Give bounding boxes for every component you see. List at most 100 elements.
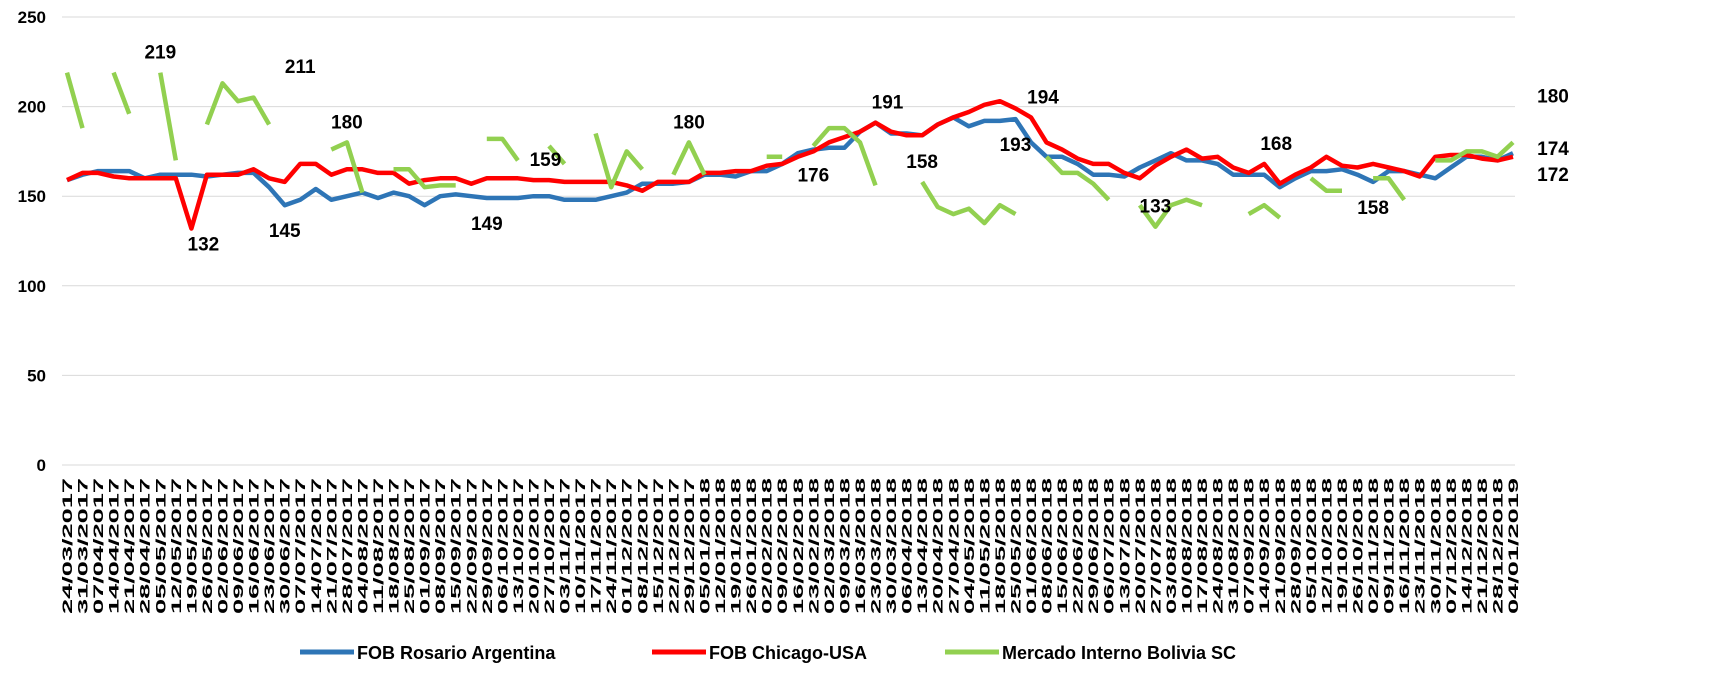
x-tick-label: 31/08/2018	[1225, 478, 1241, 614]
x-tick-label: 16/11/2018	[1396, 478, 1412, 614]
legend-label: FOB Chicago-USA	[709, 643, 867, 663]
x-tick-label: 30/11/2018	[1427, 478, 1443, 614]
x-tick-label: 26/01/2018	[743, 478, 759, 614]
x-tick-label: 13/04/2018	[914, 478, 930, 614]
x-tick-label: 23/02/2018	[805, 478, 821, 614]
x-tick-label: 06/04/2018	[899, 478, 915, 614]
x-tick-label: 04/05/2018	[961, 478, 977, 614]
x-tick-label: 23/03/2018	[868, 478, 884, 614]
x-tick-label: 26/10/2018	[1350, 478, 1366, 614]
x-tick-label: 05/01/2018	[696, 478, 712, 614]
y-tick-label: 100	[18, 277, 46, 296]
x-tick-label: 08/12/2017	[634, 478, 650, 614]
y-tick-label: 150	[18, 187, 46, 206]
x-tick-label: 28/09/2018	[1287, 478, 1303, 614]
x-tick-label: 13/07/2018	[1116, 478, 1132, 614]
x-tick-label: 15/09/2017	[448, 478, 464, 614]
x-tick-label: 19/05/2017	[183, 478, 199, 614]
x-tick-label: 14/04/2017	[106, 478, 122, 614]
data-label: 172	[1537, 165, 1569, 186]
data-label: 191	[872, 93, 904, 114]
data-label: 132	[188, 234, 220, 255]
x-tick-label: 31/03/2017	[75, 478, 91, 614]
data-label: 176	[797, 166, 829, 187]
x-tick-label: 07/07/2017	[292, 478, 308, 614]
x-tick-label: 16/02/2018	[790, 478, 806, 614]
x-tick-label: 20/10/2017	[525, 478, 541, 614]
x-tick-label: 11/05/2018	[976, 478, 992, 614]
data-label: 180	[331, 112, 363, 133]
x-tick-label: 12/01/2018	[712, 478, 728, 614]
y-tick-label: 250	[18, 8, 46, 27]
x-tick-label: 15/12/2017	[650, 478, 666, 614]
x-tick-label: 14/07/2017	[308, 478, 324, 614]
x-tick-label: 26/05/2017	[199, 478, 215, 614]
x-tick-label: 21/12/2018	[1474, 478, 1490, 614]
data-label: 149	[471, 214, 503, 235]
series-line	[64, 71, 1515, 229]
x-tick-label: 30/06/2017	[277, 478, 293, 614]
legend-label: FOB Rosario Argentina	[357, 643, 556, 663]
x-tick-label: 28/04/2017	[137, 478, 153, 614]
x-tick-label: 14/12/2018	[1458, 478, 1474, 614]
x-tick-label: 17/08/2018	[1194, 478, 1210, 614]
x-tick-label: 04/08/2017	[354, 478, 370, 614]
x-tick-label: 06/07/2018	[1101, 478, 1117, 614]
x-tick-label: 28/07/2017	[339, 478, 355, 614]
x-tick-label: 22/09/2017	[463, 478, 479, 614]
x-tick-label: 08/06/2018	[1039, 478, 1055, 614]
x-tick-label: 23/06/2017	[261, 478, 277, 614]
x-tick-label: 18/05/2018	[992, 478, 1008, 614]
x-tick-label: 18/08/2017	[386, 478, 402, 614]
x-tick-label: 13/10/2017	[510, 478, 526, 614]
x-tick-label: 02/02/2018	[759, 478, 775, 614]
x-tick-label: 01/06/2018	[1023, 478, 1039, 614]
x-tick-label: 09/03/2018	[836, 478, 852, 614]
x-tick-label: 19/10/2018	[1334, 478, 1350, 614]
x-tick-label: 02/11/2018	[1365, 478, 1381, 614]
x-tick-label: 20/04/2018	[930, 478, 946, 614]
x-tick-label: 21/04/2017	[121, 478, 137, 614]
x-tick-label: 22/06/2018	[1070, 478, 1086, 614]
data-label: 159	[530, 150, 562, 171]
x-tick-label: 09/02/2018	[774, 478, 790, 614]
y-tick-label: 0	[37, 456, 46, 475]
x-tick-label: 24/03/2017	[59, 478, 75, 614]
x-tick-label: 27/04/2018	[945, 478, 961, 614]
data-label: 158	[906, 152, 938, 173]
x-tick-label: 11/08/2017	[370, 478, 386, 614]
x-tick-label: 17/11/2017	[588, 478, 604, 614]
x-tick-label: 21/07/2017	[323, 478, 339, 614]
data-label: 133	[1140, 197, 1172, 218]
x-tick-label: 29/06/2018	[1085, 478, 1101, 614]
data-label: 145	[269, 221, 301, 242]
y-tick-label: 50	[27, 366, 46, 385]
x-tick-label: 24/11/2017	[603, 478, 619, 614]
x-tick-label: 27/07/2018	[1147, 478, 1163, 614]
x-tick-label: 07/09/2018	[1241, 478, 1257, 614]
data-label: 194	[1027, 87, 1059, 108]
data-label: 180	[673, 112, 705, 133]
x-tick-label: 10/11/2017	[572, 478, 588, 614]
x-tick-label: 28/12/2018	[1489, 478, 1505, 614]
x-tick-label: 16/03/2018	[852, 478, 868, 614]
y-tick-label: 200	[18, 98, 46, 117]
x-tick-label: 14/09/2018	[1256, 478, 1272, 614]
x-tick-label: 12/10/2018	[1318, 478, 1334, 614]
x-tick-label: 16/06/2017	[246, 478, 262, 614]
data-label: 193	[1000, 135, 1032, 156]
x-tick-label: 09/06/2017	[230, 478, 246, 614]
data-label: 174	[1537, 139, 1569, 160]
x-tick-label: 04/01/2019	[1505, 478, 1521, 614]
x-tick-label: 27/10/2017	[541, 478, 557, 614]
x-tick-label: 25/05/2018	[1007, 478, 1023, 614]
x-tick-label: 29/09/2017	[479, 478, 495, 614]
x-tick-label: 05/10/2018	[1303, 478, 1319, 614]
x-tick-label: 03/11/2017	[557, 478, 573, 614]
data-label: 180	[1537, 86, 1569, 107]
x-tick-label: 10/08/2018	[1178, 478, 1194, 614]
x-tick-label: 20/07/2018	[1132, 478, 1148, 614]
x-tick-label: 25/08/2017	[401, 478, 417, 614]
x-tick-label: 06/10/2017	[494, 478, 510, 614]
